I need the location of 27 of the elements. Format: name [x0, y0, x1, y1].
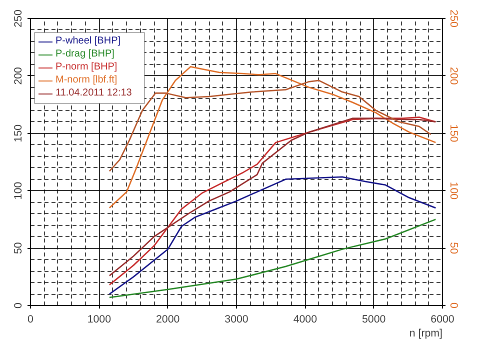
y-tick-label: 200	[12, 66, 24, 85]
y-tick-label: 0	[12, 302, 24, 308]
legend-label: 11.04.2011 12:13	[56, 88, 132, 98]
legend-label: P-norm [BHP]	[56, 62, 118, 72]
y-tick-label: 100	[12, 182, 24, 200]
line-series	[108, 218, 436, 298]
x-tick-label: 6000	[430, 314, 454, 326]
legend-label: M-norm [lbf.ft]	[56, 74, 118, 86]
y2-tick-label: 250	[448, 10, 460, 28]
x-tick-label: 1000	[87, 314, 112, 326]
y2-tick-label: 100	[448, 182, 460, 200]
line-series	[108, 176, 436, 295]
x-tick-label: 0	[28, 314, 34, 326]
y2-tick-label: 0	[448, 302, 460, 309]
legend-label: P-drag [BHP]	[56, 48, 115, 60]
x-tick-label: 5000	[362, 314, 386, 326]
y-tick-label: 150	[12, 124, 24, 142]
x-axis-title: n [rpm]	[409, 328, 443, 339]
x-tick-label: 4000	[293, 314, 318, 326]
y2-tick-label: 200	[448, 67, 460, 85]
y2-tick-label: 150	[448, 124, 460, 142]
y2-tick-label: 50	[448, 242, 460, 254]
y-tick-label: 50	[12, 242, 24, 254]
legend-label: P-wheel [BHP]	[56, 36, 121, 46]
x-tick-label: 3000	[224, 314, 248, 326]
y-tick-label: 250	[12, 10, 24, 28]
x-tick-label: 2000	[156, 314, 180, 326]
